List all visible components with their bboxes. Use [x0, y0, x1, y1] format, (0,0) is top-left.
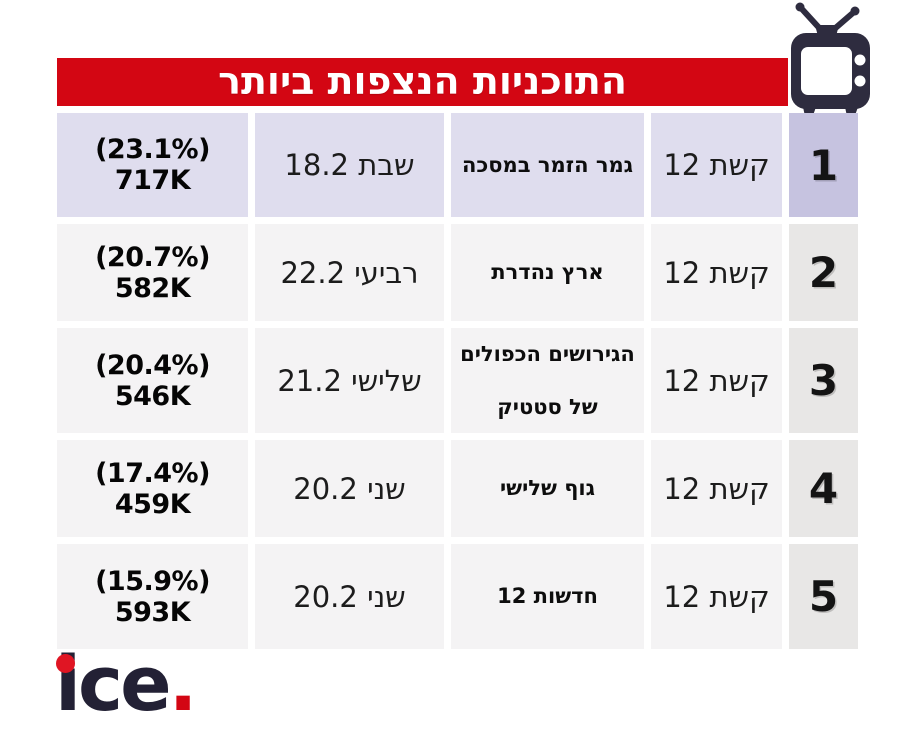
- ice-logo-period: .: [168, 639, 198, 728]
- program-cell: ארץ נהדרת: [451, 224, 644, 321]
- date-cell: רביעי 22.2: [255, 224, 444, 321]
- channel-cell: קשת 12: [651, 544, 782, 649]
- date-cell: שלישי 21.2: [255, 328, 444, 433]
- channel-cell: קשת 12: [651, 224, 782, 321]
- viewers-cell: (20.4%) 546K: [57, 328, 248, 433]
- ice-logo: ice.: [55, 646, 198, 722]
- channel-cell: קשת 12: [651, 113, 782, 217]
- date-cell: שבת 18.2: [255, 113, 444, 217]
- rank-cell: 4: [789, 440, 858, 537]
- viewers-cell: (23.1%) 717K: [57, 113, 248, 217]
- ratings-table: 1 קשת 12 גמר הזמר במסכה שבת 18.2 (23.1%)…: [57, 113, 858, 649]
- rank-cell: 5: [789, 544, 858, 649]
- ice-logo-i-dot: [56, 654, 75, 673]
- viewers-cell: (17.4%) 459K: [57, 440, 248, 537]
- ice-logo-text: ice: [55, 639, 172, 728]
- tv-icon: [775, 0, 908, 125]
- viewers-cell: (20.7%) 582K: [57, 224, 248, 321]
- program-cell: גמר הזמר במסכה: [451, 113, 644, 217]
- page-title: התוכניות הנצפות ביותר: [218, 58, 627, 103]
- program-cell: חדשות 12: [451, 544, 644, 649]
- rank-cell: 3: [789, 328, 858, 433]
- date-cell: שני 20.2: [255, 544, 444, 649]
- program-cell: הגירושים הכפולים של סטטיק: [451, 328, 644, 433]
- tv-icon-svg: [791, 2, 870, 121]
- channel-cell: קשת 12: [651, 328, 782, 433]
- title-bar: התוכניות הנצפות ביותר: [57, 58, 788, 106]
- viewers-cell: (15.9%) 593K: [57, 544, 248, 649]
- program-cell: גוף שלישי: [451, 440, 644, 537]
- rank-cell: 2: [789, 224, 858, 321]
- date-cell: שני 20.2: [255, 440, 444, 537]
- channel-cell: קשת 12: [651, 440, 782, 537]
- rank-cell: 1: [789, 113, 858, 217]
